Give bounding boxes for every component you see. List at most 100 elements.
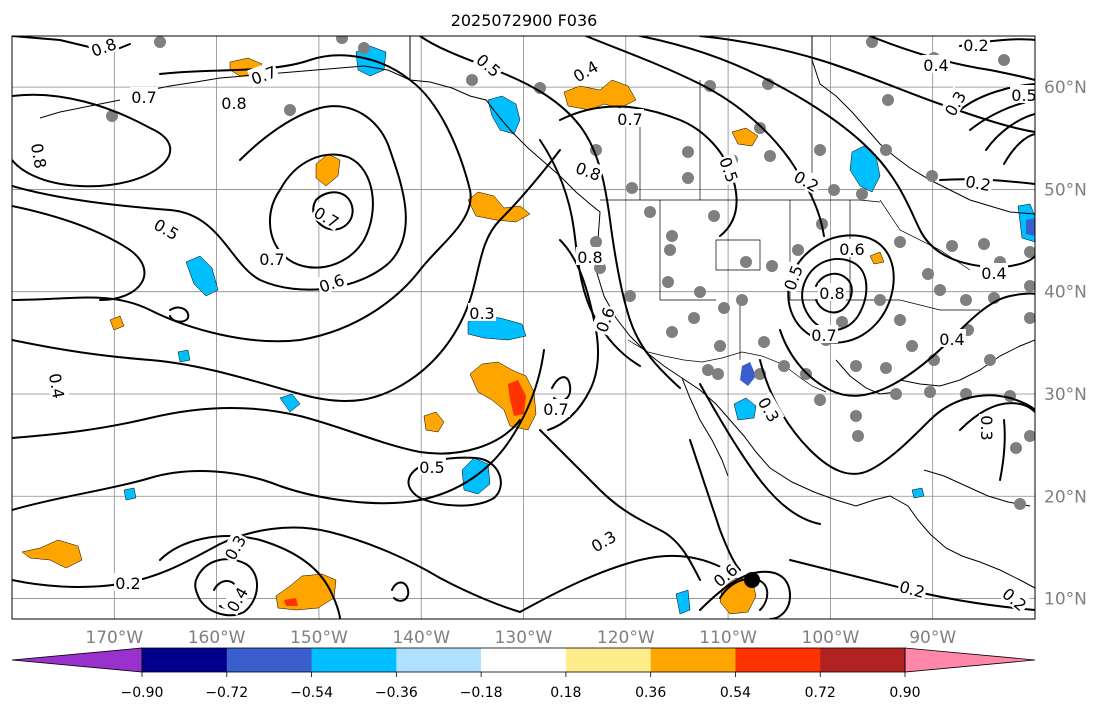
svg-text:0.4: 0.4 — [923, 56, 948, 75]
station-dot — [828, 184, 840, 196]
colorbar-bin — [142, 648, 228, 672]
colorbar-bin — [396, 648, 482, 672]
colorbar-bin — [226, 648, 313, 672]
station-dot — [624, 290, 636, 302]
svg-text:0.8: 0.8 — [577, 248, 602, 267]
svg-text:0.2: 0.2 — [964, 172, 992, 195]
station-dot — [926, 170, 938, 182]
station-dot — [758, 336, 770, 348]
colorbar-tick-label: −0.18 — [460, 685, 503, 701]
colorbar-tick-label: −0.36 — [375, 685, 418, 701]
patch-cyan — [123, 487, 137, 501]
station-dot — [644, 206, 656, 218]
station-dot — [358, 42, 370, 54]
lon-tick-label: 90°W — [909, 628, 956, 648]
station-dot — [880, 144, 892, 156]
colorbar-tick-label: −0.90 — [121, 685, 164, 701]
station-dot — [890, 388, 902, 400]
station-dot — [688, 312, 700, 324]
patch-cyan — [177, 349, 191, 363]
svg-text:0.5: 0.5 — [419, 458, 444, 477]
lon-tick-label: 130°W — [495, 628, 553, 648]
colorbar-tick-label: −0.72 — [205, 685, 248, 701]
contour-label: 0.2 — [114, 573, 142, 593]
patch-cyan — [733, 397, 757, 421]
patch-cyan — [849, 145, 881, 193]
svg-text:0.7: 0.7 — [811, 326, 836, 345]
station-dot — [836, 316, 848, 328]
svg-text:0.7: 0.7 — [259, 250, 284, 269]
svg-text:0.7: 0.7 — [131, 88, 156, 107]
station-dot — [874, 294, 886, 306]
lat-tick-label: 30°N — [1044, 385, 1087, 405]
station-dot — [718, 302, 730, 314]
patch-cyan — [675, 589, 691, 615]
colorbar-bin — [820, 648, 906, 672]
svg-text:0.8: 0.8 — [27, 142, 50, 170]
station-dot — [814, 394, 826, 406]
lon-tick-label: 140°W — [392, 628, 450, 648]
patch-red — [284, 598, 298, 606]
station-dot — [666, 326, 678, 338]
station-dot — [1024, 430, 1035, 442]
station-dot — [764, 150, 776, 162]
patch-orange — [563, 79, 637, 111]
station-dot — [708, 210, 720, 222]
station-dot — [1010, 442, 1022, 454]
svg-text:0.3: 0.3 — [469, 304, 494, 323]
station-dot — [922, 268, 934, 280]
svg-text:0.4: 0.4 — [45, 372, 68, 400]
lon-tick-label: 110°W — [699, 628, 757, 648]
station-dot — [960, 294, 972, 306]
station-dot — [714, 340, 726, 352]
station-dot — [154, 36, 166, 48]
contour-label: 0.7 — [542, 399, 570, 419]
patch-red — [508, 380, 526, 416]
station-dot — [1014, 498, 1026, 510]
colorbar-tick-label: 0.72 — [805, 685, 836, 701]
colorbar-bin — [735, 648, 821, 672]
station-dot — [666, 230, 678, 242]
lon-tick-label: 170°W — [85, 628, 143, 648]
station-dot — [778, 360, 790, 372]
svg-text:0.6: 0.6 — [839, 240, 864, 259]
map-frame — [11, 35, 1036, 620]
svg-text:0.5: 0.5 — [1011, 86, 1036, 105]
contour-label: 0.3 — [468, 303, 496, 323]
contour-label: 0.4 — [922, 55, 950, 75]
station-dot — [852, 430, 864, 442]
lat-tick-label: 20°N — [1044, 487, 1087, 507]
station-dot — [1024, 280, 1035, 292]
station-dot — [906, 340, 918, 352]
svg-text:0.2: 0.2 — [115, 574, 140, 593]
patch-orange — [731, 127, 759, 147]
station-dot — [1024, 246, 1035, 258]
contour-label: 0.7 — [130, 87, 158, 107]
contour-label: 0.8 — [576, 247, 604, 267]
station-dot — [754, 122, 766, 134]
colorbar-tick-label: −0.54 — [290, 685, 333, 701]
station-dot — [534, 82, 546, 94]
patch-black — [744, 572, 760, 588]
svg-text:0.8: 0.8 — [819, 284, 844, 303]
lat-tick-label: 60°N — [1044, 78, 1087, 98]
contour-label: 0.4 — [45, 370, 70, 402]
station-dot — [880, 362, 892, 374]
svg-text:0.7: 0.7 — [543, 400, 568, 419]
contour-label: 0.7 — [258, 249, 286, 269]
patch-cyan — [487, 95, 521, 135]
station-dot — [946, 240, 958, 252]
svg-text:0.2: 0.2 — [963, 36, 988, 55]
lon-tick-label: 120°W — [597, 628, 655, 648]
colorbar-tick-label: 0.18 — [550, 685, 581, 701]
patch-orange — [467, 191, 531, 223]
colorbar-outline — [141, 647, 906, 673]
contour-label: 0.8 — [27, 140, 52, 172]
station-dot — [590, 236, 602, 248]
station-dot — [894, 236, 906, 248]
patch-blue — [740, 362, 756, 386]
station-dot — [856, 188, 868, 200]
colorbar-bin — [311, 648, 397, 672]
lon-tick-label: 150°W — [290, 628, 348, 648]
